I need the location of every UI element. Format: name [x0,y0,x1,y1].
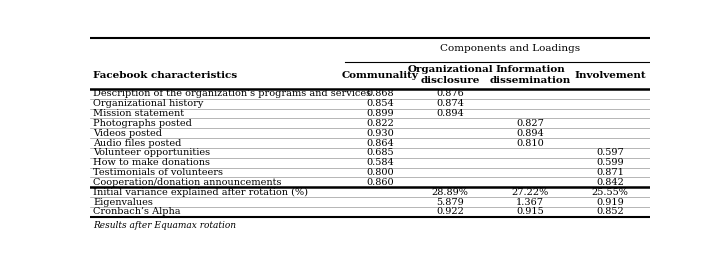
Text: 5.879: 5.879 [436,198,464,207]
Text: 27.22%: 27.22% [511,188,549,197]
Text: Facebook characteristics: Facebook characteristics [93,71,237,80]
Text: 0.915: 0.915 [516,207,544,217]
Text: 0.871: 0.871 [596,168,624,177]
Text: Organizational: Organizational [407,65,493,74]
Text: 0.864: 0.864 [366,139,394,148]
Text: Description of the organization’s programs and services: Description of the organization’s progra… [93,89,371,98]
Text: 0.894: 0.894 [516,129,544,138]
Text: Cooperation/donation announcements: Cooperation/donation announcements [93,178,282,187]
Text: 0.894: 0.894 [436,109,464,118]
Text: 0.930: 0.930 [366,129,394,138]
Text: 0.899: 0.899 [366,109,394,118]
Text: Audio files posted: Audio files posted [93,139,181,148]
Text: 0.827: 0.827 [516,119,544,128]
Text: Involvement: Involvement [574,71,646,80]
Text: 0.800: 0.800 [366,168,394,177]
Text: 25.55%: 25.55% [591,188,629,197]
Text: Initial variance explained after rotation (%): Initial variance explained after rotatio… [93,188,308,197]
Text: disclosure: disclosure [420,76,479,85]
Text: 0.876: 0.876 [436,89,464,98]
Text: 0.599: 0.599 [596,158,624,167]
Text: Videos posted: Videos posted [93,129,162,138]
Text: 0.860: 0.860 [366,178,394,187]
Text: Mission statement: Mission statement [93,109,184,118]
Text: Results after Equamax rotation: Results after Equamax rotation [93,221,236,230]
Text: 0.852: 0.852 [596,207,624,217]
Text: 0.584: 0.584 [366,158,394,167]
Text: Components and Loadings: Components and Loadings [440,44,580,53]
Text: 0.854: 0.854 [366,99,394,108]
Text: 0.874: 0.874 [436,99,464,108]
Text: 0.810: 0.810 [516,139,544,148]
Text: 1.367: 1.367 [516,198,544,207]
Text: Communality: Communality [342,71,419,80]
Text: 0.685: 0.685 [366,148,394,157]
Text: 0.868: 0.868 [366,89,394,98]
Text: Volunteer opportunities: Volunteer opportunities [93,148,210,157]
Text: Photographs posted: Photographs posted [93,119,192,128]
Text: Eigenvalues: Eigenvalues [93,198,153,207]
Text: 0.922: 0.922 [436,207,464,217]
Text: dissemination: dissemination [490,76,570,85]
Text: How to make donations: How to make donations [93,158,210,167]
Text: Information: Information [495,65,565,74]
Text: Organizational history: Organizational history [93,99,204,108]
Text: 0.842: 0.842 [596,178,624,187]
Text: 0.919: 0.919 [596,198,624,207]
Text: 28.89%: 28.89% [432,188,469,197]
Text: Cronbach’s Alpha: Cronbach’s Alpha [93,207,180,217]
Text: 0.822: 0.822 [366,119,394,128]
Text: Testimonials of volunteers: Testimonials of volunteers [93,168,223,177]
Text: 0.597: 0.597 [596,148,624,157]
